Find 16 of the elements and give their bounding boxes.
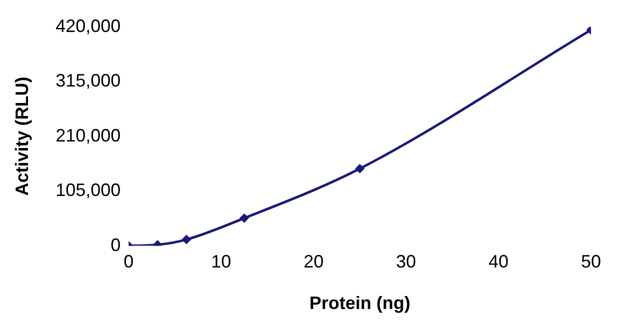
y-tick-label: 315,000 (56, 70, 121, 91)
y-tick-label: 105,000 (56, 180, 121, 200)
x-tick-label: 50 (580, 252, 602, 272)
y-tick-label: 0 (110, 234, 121, 255)
x-tick-label: 40 (488, 252, 509, 272)
y-tick-label: 420,000 (56, 16, 121, 36)
point (182, 235, 191, 244)
x-tick-label: 0 (124, 252, 134, 272)
y-tick-label: 210,000 (56, 125, 121, 146)
y-axis-title: Activity (RLU) (12, 76, 32, 196)
x-tick-label: 30 (396, 252, 416, 272)
point (356, 164, 364, 173)
point (240, 214, 248, 222)
x-axis-title: Protein (ng) (309, 293, 410, 314)
x-tick-label: 20 (304, 252, 324, 272)
x-tick-label: 10 (211, 252, 232, 272)
